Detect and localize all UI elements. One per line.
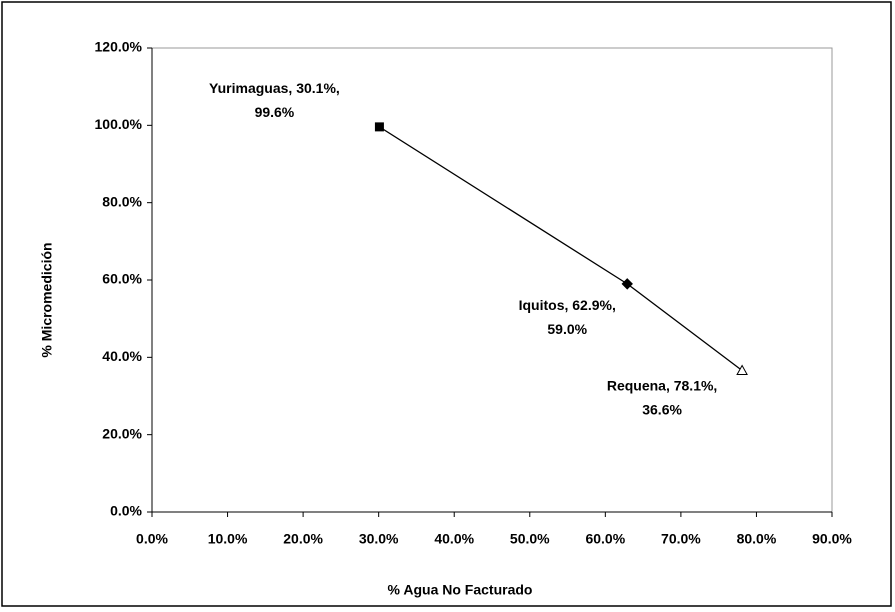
y-tick-label: 100.0% <box>95 116 143 132</box>
x-tick-label: 0.0% <box>136 531 168 547</box>
x-tick-label: 80.0% <box>737 531 777 547</box>
x-tick-label: 30.0% <box>359 531 399 547</box>
data-label: Requena, 78.1%, 36.6% <box>607 377 718 417</box>
x-tick-label: 20.0% <box>283 531 323 547</box>
x-tick-label: 50.0% <box>510 531 550 547</box>
x-tick-label: 90.0% <box>812 531 852 547</box>
x-axis-title: % Agua No Facturado <box>388 582 533 598</box>
x-tick-label: 70.0% <box>661 531 701 547</box>
point <box>374 122 384 132</box>
x-tick-label: 40.0% <box>434 531 474 547</box>
y-tick-label: 60.0% <box>102 271 142 287</box>
data-label: Yurimaguas, 30.1%, 99.6% <box>209 80 340 120</box>
point <box>621 278 633 290</box>
y-tick-label: 40.0% <box>102 348 142 364</box>
x-tick-label: 60.0% <box>585 531 625 547</box>
y-tick-label: 0.0% <box>110 503 142 519</box>
x-tick-label: 10.0% <box>208 531 248 547</box>
y-tick-label: 80.0% <box>102 193 142 209</box>
y-tick-label: 120.0% <box>95 39 143 55</box>
point <box>736 364 748 375</box>
data-label: Iquitos, 62.9%, 59.0% <box>519 297 616 337</box>
y-tick-label: 20.0% <box>102 425 142 441</box>
y-axis-title: % Micromedición <box>39 242 55 357</box>
